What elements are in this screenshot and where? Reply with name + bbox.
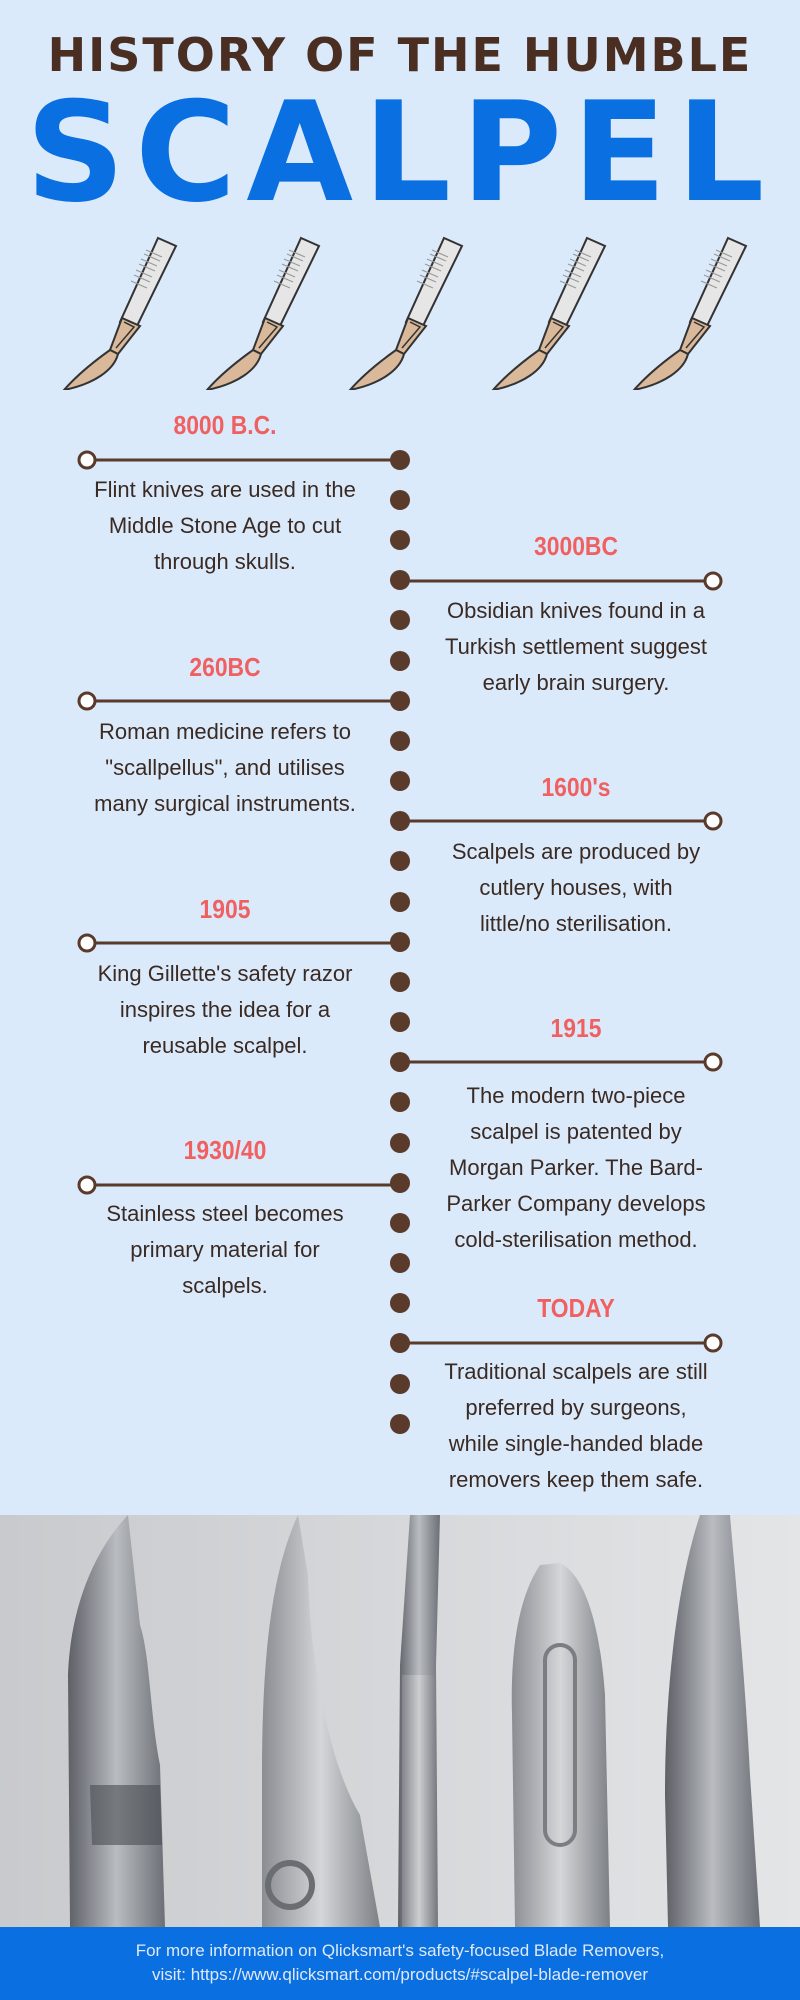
timeline-date: TODAY bbox=[537, 1293, 615, 1323]
description-line: The modern two-piece bbox=[466, 1083, 686, 1108]
description-line: Parker Company develops bbox=[446, 1191, 706, 1216]
description-line: early brain surgery. bbox=[482, 670, 670, 695]
timeline-description: Scalpels are produced by cutlery houses,… bbox=[426, 834, 726, 942]
timeline-date: 1600's bbox=[541, 772, 611, 802]
scalpel-icon bbox=[62, 236, 178, 390]
description-line: Obsidian knives found in a bbox=[446, 598, 706, 623]
description-line: little/no sterilisation. bbox=[480, 911, 672, 936]
description-line: Roman medicine refers to bbox=[99, 719, 351, 744]
description-line: King Gillette's safety razor bbox=[97, 961, 353, 986]
scalpel-icon bbox=[632, 236, 748, 390]
description-line: cutlery houses, with bbox=[479, 875, 673, 900]
title-line-2: SCALPEL bbox=[25, 72, 775, 233]
description-line: reusable scalpel. bbox=[142, 1033, 308, 1058]
description-line: primary material for bbox=[130, 1237, 320, 1262]
description-line: "scallpellus", and utilises bbox=[105, 755, 345, 780]
scalpel-icon bbox=[491, 236, 607, 390]
scalpel-icon bbox=[205, 236, 321, 390]
description-line: preferred by surgeons, bbox=[465, 1395, 687, 1420]
description-line: inspires the idea for a bbox=[119, 997, 331, 1022]
description-line: through skulls. bbox=[154, 549, 296, 574]
timeline-description: Stainless steel becomes primary material… bbox=[75, 1196, 375, 1304]
description-line: scalpel is patented by bbox=[470, 1119, 682, 1144]
description-line: cold-sterilisation method. bbox=[454, 1227, 698, 1252]
description-line: Turkish settlement suggest bbox=[444, 634, 708, 659]
footer-line-1: For more information on Qlicksmart's saf… bbox=[135, 1941, 665, 1960]
timeline-date: 260BC bbox=[189, 652, 261, 682]
timeline-date: 3000BC bbox=[534, 531, 618, 561]
scalpel-icons-row bbox=[60, 232, 750, 390]
footer: For more information on Qlicksmart's saf… bbox=[0, 1927, 800, 2000]
description-line: removers keep them safe. bbox=[448, 1467, 704, 1492]
description-line: while single-handed blade bbox=[448, 1431, 704, 1456]
title-line-1: HISTORY OF THE HUMBLE bbox=[47, 28, 753, 82]
timeline-description: Flint knives are used in the Middle Ston… bbox=[75, 472, 375, 580]
timeline-description: Traditional scalpels are still preferred… bbox=[426, 1354, 726, 1498]
footer-link[interactable]: visit: https://www.qlicksmart.com/produc… bbox=[152, 1965, 648, 1984]
description-line: Traditional scalpels are still bbox=[444, 1359, 708, 1384]
timeline-description: King Gillette's safety razor inspires th… bbox=[75, 956, 375, 1064]
timeline-date: 1930/40 bbox=[183, 1135, 267, 1165]
timeline-date: 8000 B.C. bbox=[173, 410, 277, 440]
description-line: Flint knives are used in the bbox=[94, 477, 356, 502]
description-line: Middle Stone Age to cut bbox=[108, 513, 342, 538]
description-line: scalpels. bbox=[182, 1273, 268, 1298]
timeline-description: Obsidian knives found in a Turkish settl… bbox=[426, 593, 726, 701]
description-line: Scalpels are produced by bbox=[451, 839, 701, 864]
description-line: Morgan Parker. The Bard- bbox=[449, 1155, 703, 1180]
scalpel-icon bbox=[348, 236, 464, 390]
description-line: many surgical instruments. bbox=[94, 791, 356, 816]
description-line: Stainless steel becomes bbox=[106, 1201, 344, 1226]
timeline-description: The modern two-piece scalpel is patented… bbox=[426, 1078, 726, 1258]
timeline-date: 1905 bbox=[199, 894, 251, 924]
timeline-spine bbox=[390, 450, 410, 1434]
scalpels-photo bbox=[0, 1515, 800, 1927]
timeline-description: Roman medicine refers to "scallpellus", … bbox=[75, 714, 375, 822]
timeline-date: 1915 bbox=[550, 1013, 602, 1043]
timeline-graphic bbox=[77, 450, 723, 1434]
